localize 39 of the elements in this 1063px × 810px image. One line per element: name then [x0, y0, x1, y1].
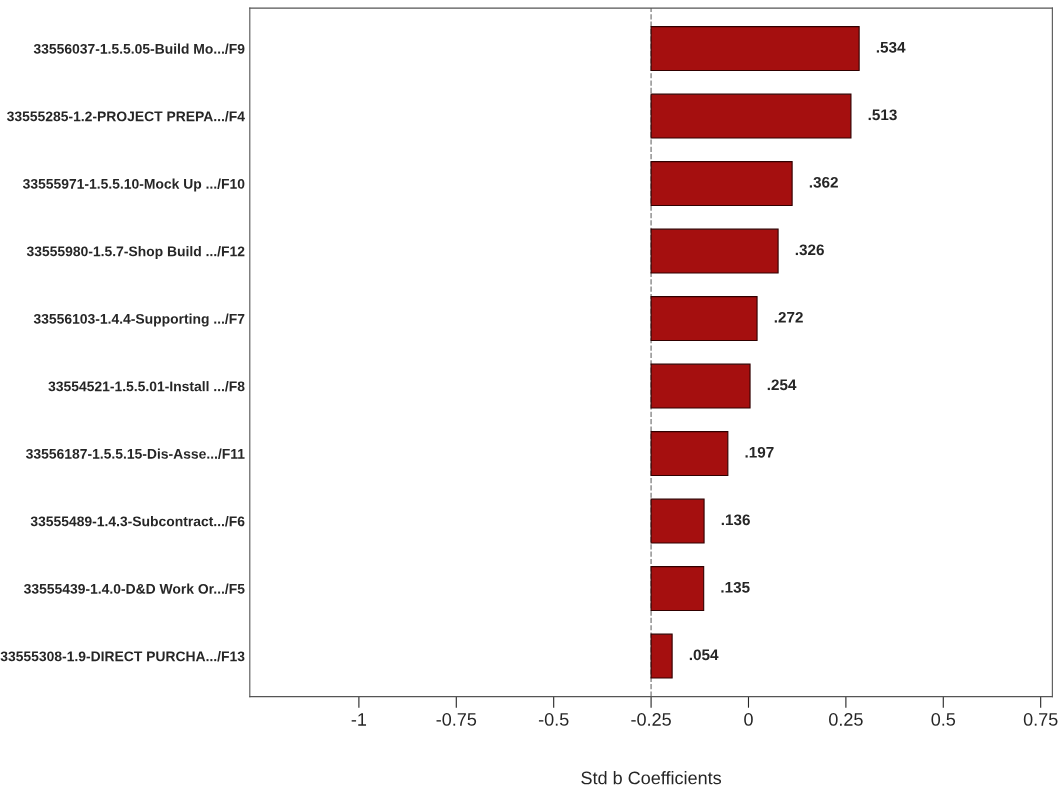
bar	[650, 296, 758, 342]
y-tick-label: 33554521-1.5.5.01-Install .../F8	[48, 381, 245, 392]
y-tick-label: 33556103-1.4.4-Supporting .../F7	[33, 313, 245, 327]
data-label: .136	[721, 514, 750, 526]
data-label: .326	[795, 244, 824, 256]
bar	[650, 93, 852, 139]
y-tick-label: 33556037-1.5.5.05-Build Mo.../F9	[33, 43, 245, 54]
y-tick-label: 33556187-1.5.5.15-Dis-Asse.../F11	[25, 448, 245, 459]
x-tick-label: -0.75	[436, 713, 477, 726]
data-label: .513	[868, 109, 897, 121]
y-tick-label: 33555489-1.4.3-Subcontract.../F6	[30, 516, 245, 527]
data-label: .254	[767, 379, 797, 391]
data-label: .272	[774, 311, 803, 323]
x-tick-label: 0	[744, 713, 753, 726]
x-tick-label: -0.25	[631, 713, 671, 726]
data-label: .362	[809, 176, 838, 188]
bar	[650, 633, 673, 679]
y-tick-label: 33555308-1.9-DIRECT PURCHA.../F13	[0, 651, 245, 662]
bar	[650, 566, 705, 612]
x-tick-label: 0.5	[931, 713, 956, 726]
x-tick-label: 0.75	[1023, 713, 1058, 726]
bar	[650, 26, 860, 72]
bar	[650, 228, 779, 274]
bar	[650, 161, 793, 207]
x-axis-title: Std b Coefficients	[581, 771, 722, 785]
bar	[650, 498, 705, 544]
x-tick-label: -0.5	[538, 713, 569, 726]
y-tick-label: 33555971-1.5.5.10-Mock Up .../F10	[22, 178, 245, 192]
data-label: .054	[689, 649, 719, 661]
data-label: .135	[721, 581, 750, 593]
x-tick-label: -1	[351, 713, 367, 726]
data-label: .197	[745, 446, 774, 458]
x-tick-label: 0.25	[829, 713, 863, 726]
bar	[650, 363, 751, 409]
y-tick-label: 33555980-1.5.7-Shop Build .../F12	[26, 246, 245, 260]
bar	[650, 431, 729, 477]
data-label: .534	[876, 41, 906, 53]
y-tick-label: 33555439-1.4.0-D&D Work Or.../F5	[23, 583, 245, 594]
y-tick-label: 33555285-1.2-PROJECT PREPA.../F4	[6, 111, 245, 122]
